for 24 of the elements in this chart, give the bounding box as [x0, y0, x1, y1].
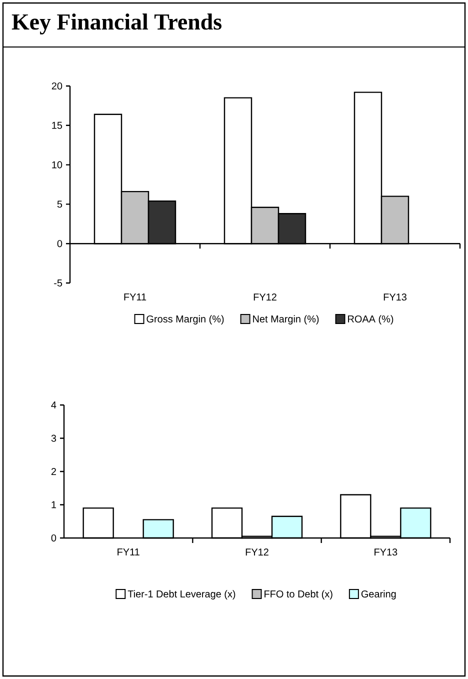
legend-label: Gross Margin (%) [146, 315, 224, 324]
y-tick-label: 5 [57, 200, 62, 208]
y-tick-label: -5 [54, 280, 62, 286]
x-tick-label: FY12 [246, 548, 268, 556]
y-tick-label: 15 [52, 122, 62, 129]
y-tick-label: 0 [51, 534, 56, 542]
legend-label: Gearing [361, 590, 396, 600]
x-tick-label: FY13 [384, 294, 406, 301]
x-tick-label: FY13 [374, 548, 398, 556]
y-tick-label: 0 [57, 240, 62, 248]
x-tick-label: FY12 [254, 294, 276, 300]
y-tick-label: 20 [52, 82, 62, 90]
x-tick-label: FY11 [118, 548, 140, 556]
y-tick-label: 3 [51, 434, 56, 442]
legend-label: Tier-1 Debt Leverage (x) [128, 590, 236, 600]
y-tick-label: 1 [52, 501, 56, 508]
legend-label: ROAA (%) [348, 315, 394, 324]
y-tick-label: 2 [51, 468, 56, 475]
legend-label: Net Margin (%) [253, 315, 319, 324]
y-tick-label: 4 [51, 402, 56, 408]
legend-label: FFO to Debt (x) [264, 590, 332, 600]
y-tick-label: 10 [52, 161, 62, 168]
chart-title: Key Financial Trends [12, 14, 222, 34]
x-tick-label: FY11 [124, 294, 146, 300]
